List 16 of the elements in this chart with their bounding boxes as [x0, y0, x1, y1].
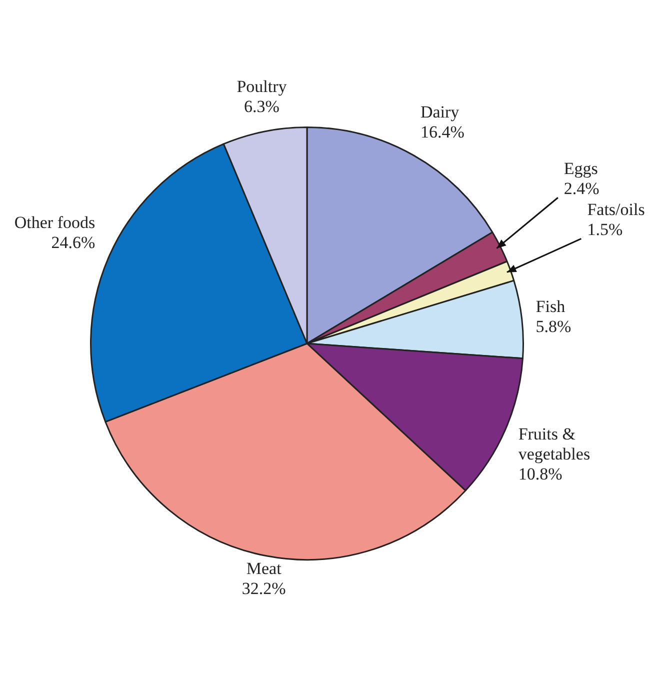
data-label: 6.3% [244, 97, 280, 116]
data-label: 16.4% [420, 122, 464, 142]
slice-label: Other foods [14, 212, 96, 232]
data-label: 32.2% [242, 579, 286, 598]
slice-label: Eggs [564, 159, 598, 178]
slice-label: Meat [246, 559, 282, 578]
data-label: 1.5% [587, 220, 623, 240]
data-label: 24.6% [51, 232, 96, 252]
slice-label: Fruits & vegetables [518, 424, 590, 464]
data-label: 2.4% [564, 179, 600, 198]
slice-label: Poultry [236, 77, 288, 96]
slice-label: Fats/oils [587, 200, 645, 220]
slice-label: Dairy [420, 102, 460, 122]
data-label: 5.8% [536, 316, 572, 336]
slice-label: Fish [536, 296, 566, 316]
data-label: 10.8% [518, 464, 562, 484]
